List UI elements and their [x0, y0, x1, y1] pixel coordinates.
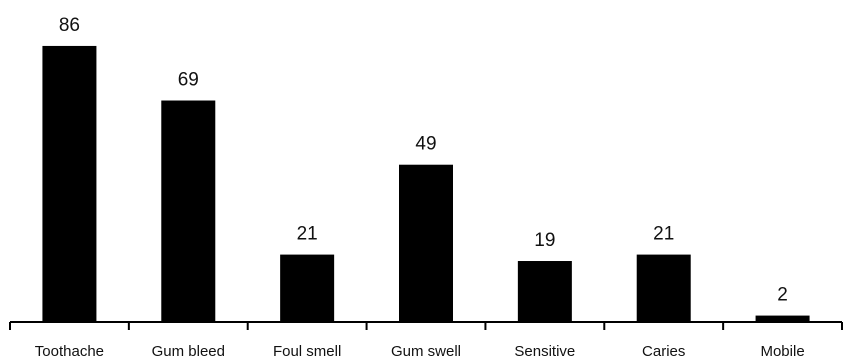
bar-caries [636, 254, 691, 322]
bar-value-label: 69 [178, 70, 199, 91]
bar-gum-bleed [161, 100, 216, 322]
bar-value-label: 21 [653, 224, 674, 245]
bar-value-label: 19 [534, 230, 555, 251]
bar-foul-smell [280, 254, 335, 322]
category-label: Caries [642, 343, 685, 360]
bar-value-label: 49 [415, 134, 436, 155]
category-label: Gum bleed [152, 343, 225, 360]
category-label: Mobile [760, 343, 804, 360]
bar-value-label: 2 [777, 285, 788, 306]
bar-sensitive [517, 261, 572, 322]
x-axis-ticks [9, 322, 843, 330]
bar-mobile [755, 315, 810, 322]
category-label: Sensitive [514, 343, 575, 360]
bar-toothache [42, 45, 97, 322]
bar-gum-swell [399, 164, 453, 322]
category-labels-group: Toothache Gum bleed Foul smell Gum swell Sen… [35, 343, 805, 360]
category-label: Toothache [35, 343, 104, 360]
category-label: Gum swell [391, 343, 461, 360]
bars-group [42, 45, 810, 322]
bar-value-label: 86 [59, 15, 80, 36]
category-label: Foul smell [273, 343, 341, 360]
value-labels-group: 86 69 21 49 19 21 2 [59, 15, 788, 306]
bar-value-label: 21 [297, 224, 318, 245]
